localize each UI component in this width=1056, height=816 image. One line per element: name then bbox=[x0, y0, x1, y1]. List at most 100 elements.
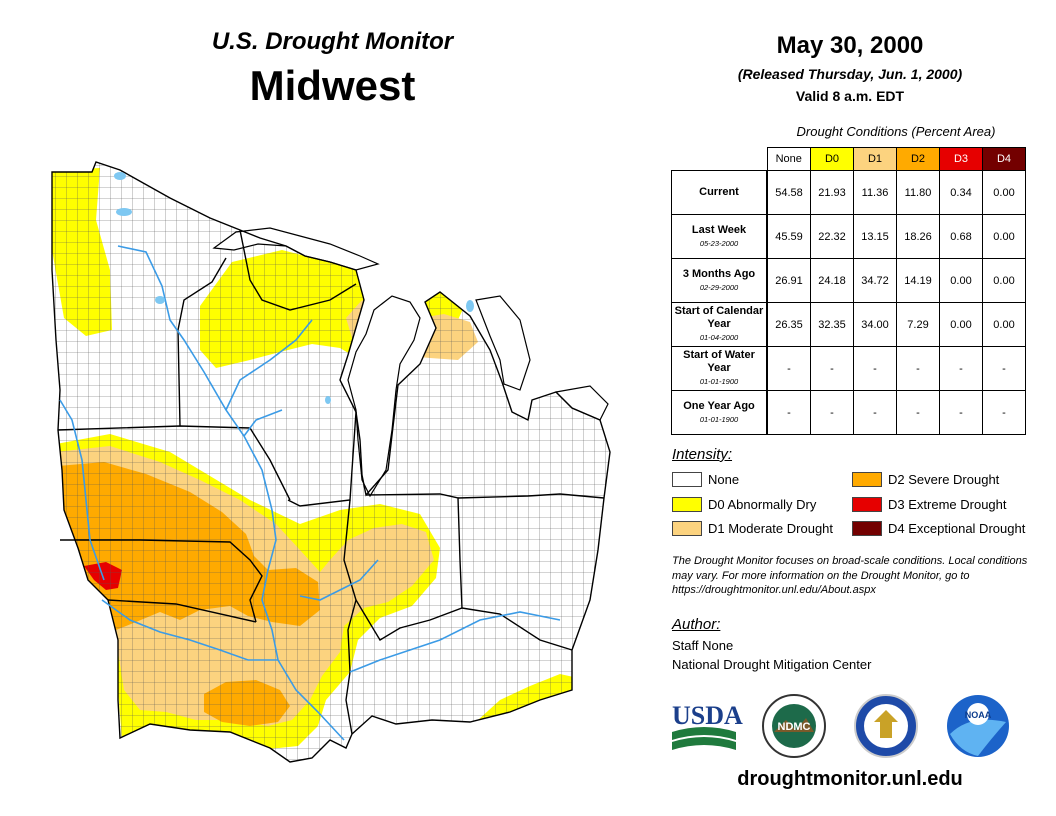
table-cell: 26.91 bbox=[766, 258, 811, 303]
row-label-date: 01-01-1900 bbox=[699, 377, 739, 386]
table-cell: - bbox=[853, 346, 897, 391]
table-cell: - bbox=[853, 390, 897, 435]
row-label: Start of Calendar Year 01-04-2000 bbox=[671, 302, 768, 347]
table-cell: 22.32 bbox=[810, 214, 854, 259]
author-heading: Author: bbox=[672, 616, 721, 633]
row-label-text: Start of Calendar Year bbox=[674, 305, 764, 330]
row-label-date: 01-04-2000 bbox=[699, 333, 739, 342]
author-name: Staff None bbox=[672, 638, 734, 653]
row-label: Current bbox=[671, 170, 768, 215]
legend-swatch bbox=[852, 496, 882, 512]
column-header-d3: D3 bbox=[939, 147, 983, 171]
legend-item: D1 Moderate Drought bbox=[672, 519, 833, 537]
table-cell: 21.93 bbox=[810, 170, 854, 215]
table-cell: 0.00 bbox=[939, 302, 983, 347]
row-label-text: Current bbox=[699, 186, 739, 198]
legend-item: D0 Abnormally Dry bbox=[672, 495, 816, 513]
legend-item: None bbox=[672, 470, 739, 488]
rivers bbox=[59, 245, 561, 741]
table-cell: 0.00 bbox=[982, 170, 1026, 215]
table-cell: 7.29 bbox=[896, 302, 940, 347]
drought-map bbox=[51, 161, 611, 763]
noaa-logo: NOAA bbox=[947, 695, 1009, 757]
table-cell: - bbox=[939, 346, 983, 391]
table-cell: 0.00 bbox=[939, 258, 983, 303]
table-cell: - bbox=[982, 390, 1026, 435]
legend-swatch bbox=[672, 471, 702, 487]
legend-label: D4 Exceptional Drought bbox=[888, 520, 1026, 536]
legend-item: D4 Exceptional Drought bbox=[852, 519, 1025, 537]
map-date: May 30, 2000 bbox=[776, 32, 924, 59]
table-cell: 54.58 bbox=[766, 170, 811, 215]
table-cell: - bbox=[810, 346, 854, 391]
map-title: Midwest bbox=[249, 62, 416, 109]
great-lakes bbox=[212, 227, 609, 498]
table-cell: - bbox=[766, 346, 811, 391]
legend-swatch bbox=[852, 471, 882, 487]
usda-logo-text: USDA bbox=[672, 701, 743, 730]
table-cell: 18.26 bbox=[896, 214, 940, 259]
drought-stats-table: None D0 D1 D2 D3 D4 Current 54.58 21.93 11.36 11.8… bbox=[671, 147, 1026, 435]
table-row: 3 Months Ago 02-29-2000 26.91 24.18 34.72 14.… bbox=[671, 258, 1026, 303]
table-cell: - bbox=[766, 390, 811, 435]
table-cell: 32.35 bbox=[810, 302, 854, 347]
row-label-text: Last Week bbox=[691, 223, 747, 236]
table-cell: 11.36 bbox=[853, 170, 897, 215]
column-header-none: None bbox=[766, 147, 811, 171]
noaa-logo-text: NOAA bbox=[965, 710, 992, 720]
legend-label: D3 Extreme Drought bbox=[888, 496, 1007, 512]
table-corner bbox=[672, 148, 768, 171]
table-cell: 13.15 bbox=[853, 214, 897, 259]
ndmc-logo-text: NDMC bbox=[778, 721, 811, 733]
row-label-date: 02-29-2000 bbox=[699, 282, 739, 292]
legend-item: D2 Severe Drought bbox=[852, 470, 999, 488]
website-link[interactable]: droughtmonitor.unl.edu bbox=[737, 768, 963, 790]
row-label-text: One Year Ago bbox=[683, 399, 755, 412]
column-header-d2: D2 bbox=[896, 147, 940, 171]
row-label: 3 Months Ago 02-29-2000 bbox=[671, 258, 768, 303]
legend-heading: Intensity: bbox=[672, 446, 733, 463]
table-row: Start of Water Year 01-01-1900- - - - - - bbox=[671, 346, 1026, 391]
row-label: Last Week 05-23-2000 bbox=[671, 214, 768, 259]
ndmc-logo: NDMC bbox=[762, 694, 826, 758]
table-row: One Year Ago 01-01-1900- - - - - - bbox=[671, 390, 1026, 435]
table-row: Start of Calendar Year 01-04-2000 26.35 32.… bbox=[671, 302, 1026, 347]
row-label: Start of Water Year 01-01-1900 bbox=[671, 346, 768, 391]
table-caption: Drought Conditions (Percent Area) bbox=[796, 124, 996, 139]
table-cell: - bbox=[939, 390, 983, 435]
table-cell: 0.34 bbox=[939, 170, 983, 215]
row-label-date: 05-23-2000 bbox=[699, 238, 739, 248]
release-date: (Released Thursday, Jun. 1, 2000) bbox=[737, 66, 963, 82]
logos-row: USDA NDMC NOAA bbox=[672, 694, 1009, 758]
table-cell: - bbox=[896, 390, 940, 435]
table-cell: 0.68 bbox=[939, 214, 983, 259]
row-label: One Year Ago 01-01-1900 bbox=[671, 390, 768, 435]
column-header-d0: D0 bbox=[810, 147, 854, 171]
table-row: Last Week 05-23-2000 45.59 22.32 13.15 18.26 0… bbox=[671, 214, 1026, 259]
table-cell: 14.19 bbox=[896, 258, 940, 303]
table-cell: 26.35 bbox=[766, 302, 811, 347]
table-cell: - bbox=[896, 346, 940, 391]
row-label-text: Start of Water Year bbox=[683, 349, 755, 374]
table-cell: 45.59 bbox=[766, 214, 811, 259]
table-cell: 0.00 bbox=[982, 258, 1026, 303]
table-cell: - bbox=[810, 390, 854, 435]
inland-lakes bbox=[114, 172, 474, 404]
legend-swatch bbox=[672, 496, 702, 512]
legend-label: D2 Severe Drought bbox=[888, 471, 1000, 487]
column-header-d1: D1 bbox=[853, 147, 897, 171]
table-cell: 0.00 bbox=[982, 214, 1026, 259]
legend-label: D0 Abnormally Dry bbox=[708, 496, 817, 512]
legend-swatch bbox=[672, 520, 702, 536]
table-cell: - bbox=[982, 346, 1026, 391]
row-label-text: 3 Months Ago bbox=[682, 267, 756, 280]
commerce-seal-icon bbox=[854, 694, 918, 758]
usda-logo: USDA bbox=[672, 701, 743, 750]
table-row: Current 54.58 21.93 11.36 11.80 0.34 0.00 bbox=[671, 170, 1026, 215]
row-label-date: 01-01-1900 bbox=[699, 414, 739, 424]
map-subtitle: U.S. Drought Monitor bbox=[211, 28, 454, 55]
table-cell: 0.00 bbox=[982, 302, 1026, 347]
table-cell: 34.00 bbox=[853, 302, 897, 347]
table-cell: 34.72 bbox=[853, 258, 897, 303]
legend-label: D1 Moderate Drought bbox=[708, 520, 834, 536]
